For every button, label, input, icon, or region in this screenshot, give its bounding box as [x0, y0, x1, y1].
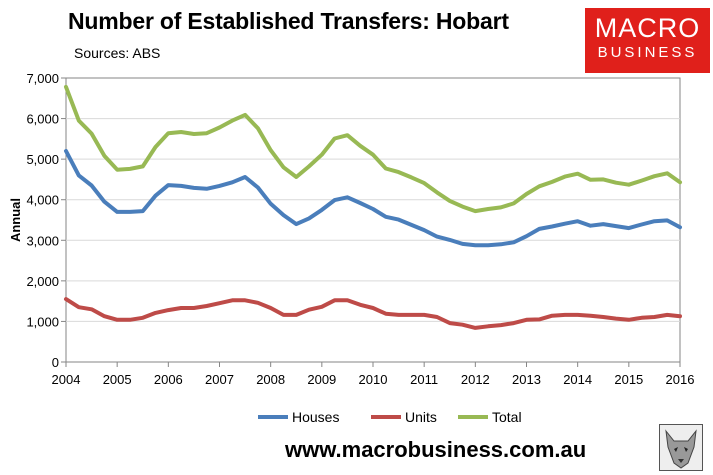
- x-tick-label: 2010: [359, 372, 388, 387]
- y-tick-label: 2,000: [26, 274, 59, 289]
- legend-item-houses: Houses: [258, 409, 339, 425]
- y-tick-label: 1,000: [26, 314, 59, 329]
- y-tick-label: 4,000: [26, 193, 59, 208]
- chart-title: Number of Established Transfers: Hobart: [68, 8, 509, 34]
- y-tick-label: 7,000: [26, 71, 59, 86]
- y-tick-label: 0: [52, 355, 59, 370]
- legend-label: Houses: [292, 409, 339, 425]
- macrobusiness-logo: MACRO BUSINESS: [585, 8, 710, 73]
- legend-item-units: Units: [371, 409, 437, 425]
- series-line-units: [64, 297, 682, 330]
- x-tick-label: 2012: [461, 372, 490, 387]
- series-line-houses: [64, 149, 682, 248]
- x-tick-label: 2013: [512, 372, 541, 387]
- x-tick-label: 2014: [563, 372, 592, 387]
- gridlines: [65, 77, 681, 363]
- x-tick-label: 2004: [52, 372, 81, 387]
- x-tick-label: 2016: [666, 372, 695, 387]
- y-tick-label: 5,000: [26, 152, 59, 167]
- legend: Houses Units Total: [258, 409, 522, 425]
- legend-label: Units: [405, 409, 437, 425]
- x-tick-label: 2011: [410, 372, 438, 387]
- y-tick-label: 3,000: [26, 233, 59, 248]
- x-tick-label: 2009: [307, 372, 336, 387]
- legend-label: Total: [492, 409, 522, 425]
- x-tick-label: 2005: [103, 372, 132, 387]
- footer-url: www.macrobusiness.com.au: [285, 437, 587, 462]
- y-tick-label: 6,000: [26, 112, 59, 127]
- plot-area-border: [65, 77, 681, 363]
- chart-subtitle: Sources: ABS: [74, 45, 161, 61]
- x-tick-label: 2015: [614, 372, 643, 387]
- logo-line-2: BUSINESS: [597, 44, 698, 61]
- series-line-total: [64, 84, 682, 214]
- x-tick-label: 2007: [205, 372, 234, 387]
- wolf-logo-icon: [659, 424, 703, 471]
- legend-item-total: Total: [458, 409, 522, 425]
- series-lines: [64, 84, 682, 330]
- x-tick-label: 2006: [154, 372, 183, 387]
- axes: 0 1,000 2,000 3,000 4,000 5,000 6,000 7,000 2004…: [26, 71, 694, 387]
- y-axis-label: Annual: [8, 198, 23, 242]
- logo-line-1: MACRO: [594, 13, 701, 43]
- x-tick-label: 2008: [256, 372, 285, 387]
